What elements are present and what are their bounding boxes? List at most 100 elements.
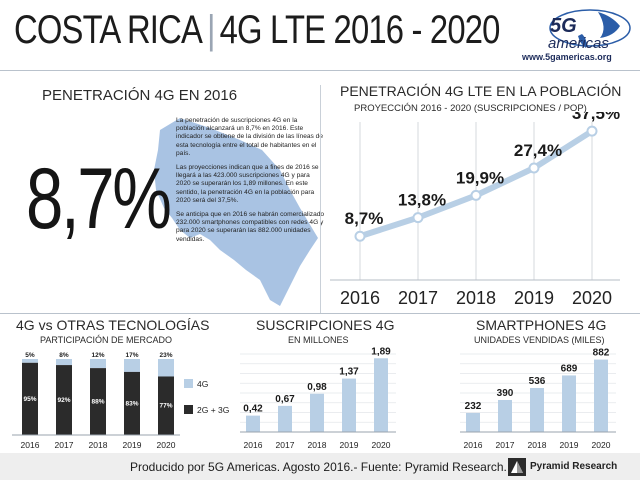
data-label: 1,37 [339, 367, 359, 378]
logo-url: www.5gamericas.org [522, 52, 612, 62]
bar [278, 405, 292, 432]
x-tick-label: 2018 [528, 440, 547, 450]
bar-segment-4g [56, 359, 72, 366]
x-tick-label: 2019 [123, 440, 142, 450]
legend-swatch-4g [184, 379, 193, 388]
data-label: 8,7% [345, 209, 384, 228]
x-tick-label: 2016 [464, 440, 483, 450]
x-tick-label: 2017 [398, 288, 438, 308]
x-tick-label: 2016 [340, 288, 380, 308]
x-tick-label: 2016 [21, 440, 40, 450]
data-label: 536 [529, 376, 546, 387]
penetration-big-value: 8,7% [26, 151, 172, 247]
bar-segment-4g [22, 359, 38, 363]
data-label-2g-3g: 88% [91, 399, 104, 406]
smartphones-bar-chart: 232 2016 390 2017 536 2018 689 2019 882 2020 [460, 348, 616, 450]
data-label: 390 [497, 388, 514, 399]
svg-text:americas: americas [548, 35, 609, 52]
x-tick-label: 2019 [560, 440, 579, 450]
bar-segment-4g [90, 359, 106, 369]
penetration-2016-title: PENETRACIÓN 4G EN 2016 [42, 87, 238, 104]
x-tick-label: 2020 [372, 440, 391, 450]
stacked-chart-subtitle: PARTICIPACIÓN DE MERCADO [40, 335, 173, 345]
data-label: 232 [465, 401, 482, 412]
bar [374, 358, 388, 432]
bar-segment-4g [158, 359, 174, 377]
description-paragraph: Las proyecciones indican que a fines de … [176, 164, 319, 204]
data-label: 19,9% [456, 168, 504, 187]
smartphones-chart-subtitle: UNIDADES VENDIDAS (MILES) [474, 335, 605, 345]
bar-segment-2g-3g [90, 368, 106, 435]
bar-segment-2g-3g [124, 371, 140, 435]
data-label-2g-3g: 95% [23, 396, 36, 403]
bar-segment-2g-3g [22, 362, 38, 435]
data-label-2g-3g: 77% [159, 403, 172, 410]
legend-label-4g: 4G [197, 379, 208, 389]
bar-segment-2g-3g [158, 376, 174, 435]
x-tick-label: 2018 [456, 288, 496, 308]
bar [530, 387, 544, 432]
bar [342, 378, 356, 432]
data-label: 0,98 [307, 382, 327, 393]
x-tick-label: 2017 [55, 440, 74, 450]
data-point [586, 125, 598, 137]
header-divider [0, 70, 640, 71]
data-label-4g: 12% [91, 352, 104, 359]
data-label-2g-3g: 83% [125, 400, 138, 407]
x-tick-label: 2018 [89, 440, 108, 450]
data-label-2g-3g: 92% [57, 397, 70, 404]
line-chart-title: PENETRACIÓN 4G LTE EN LA POBLACIÓN [340, 83, 622, 99]
costa-rica-map [154, 118, 318, 306]
data-label: 27,4% [514, 141, 562, 160]
description-text: La penetración de suscripciones 4G en la… [176, 117, 326, 250]
data-point [470, 189, 482, 201]
subscriptions-bar-chart: 0,42 2016 0,67 2017 0,98 2018 1,37 2019 1,89 2020 [240, 346, 396, 450]
title-separator: | [206, 8, 216, 52]
bar [562, 375, 576, 432]
data-label: 0,67 [275, 394, 295, 405]
page-title: COSTA RICA | 4G LTE 2016 - 2020 [14, 8, 500, 53]
x-tick-label: 2018 [308, 440, 327, 450]
bar [466, 412, 480, 432]
x-tick-label: 2016 [244, 440, 263, 450]
line-chart-subtitle: PROYECCIÓN 2016 - 2020 (SUSCRIPCIONES / … [354, 103, 587, 114]
pyramid-research-label: Pyramid Research [530, 461, 618, 472]
bar-segment-2g-3g [56, 365, 72, 435]
x-tick-label: 2020 [592, 440, 611, 450]
x-tick-label: 2017 [496, 440, 515, 450]
bar [594, 359, 608, 432]
data-label: 0,42 [243, 404, 263, 415]
bar [498, 399, 512, 432]
data-point [412, 212, 424, 224]
x-tick-label: 2019 [514, 288, 554, 308]
title-subtitle: 4G LTE 2016 - 2020 [219, 8, 501, 52]
5g-americas-logo: 5G americas [548, 9, 631, 52]
line-chart: 2016 2017 2018 2019 2020 8,7% 13,8% 19,9% 27,4% 3… [330, 112, 620, 308]
data-label: 37,5% [572, 112, 620, 123]
data-point [528, 162, 540, 174]
country-label: COSTA RICA [14, 8, 203, 52]
subs-chart-title: SUSCRIPCIONES 4G [256, 317, 395, 333]
x-tick-label: 2019 [340, 440, 359, 450]
data-label-4g: 8% [59, 352, 69, 359]
bar-segment-4g [124, 359, 140, 372]
stacked-chart-title: 4G vs OTRAS TECNOLOGÍAS [16, 317, 210, 333]
description-paragraph: La penetración de suscripciones 4G en la… [176, 117, 323, 157]
data-label: 882 [593, 348, 610, 359]
bar [310, 393, 324, 432]
x-tick-label: 2020 [572, 288, 612, 308]
vertical-divider [320, 85, 321, 313]
legend-label-2g-3g: 2G + 3G [197, 405, 229, 415]
stacked-bar-chart: 5% 95% 2016 8% 92% 2017 12% 88% 2018 17% 83% 2019 23… [12, 352, 229, 450]
smartphones-chart-title: SMARTPHONES 4G [476, 317, 607, 333]
data-label: 13,8% [398, 191, 446, 210]
data-label: 1,89 [371, 346, 391, 357]
bar [246, 415, 260, 432]
subs-chart-subtitle: EN MILLONES [288, 335, 349, 345]
footer-bar [0, 453, 640, 480]
svg-text:5G: 5G [550, 15, 577, 37]
data-label: 689 [561, 363, 578, 374]
middle-divider [0, 313, 640, 314]
legend-swatch-2g-3g [184, 405, 193, 414]
description-paragraph: Se anticipa que en 2016 se habrán comerc… [176, 211, 325, 243]
